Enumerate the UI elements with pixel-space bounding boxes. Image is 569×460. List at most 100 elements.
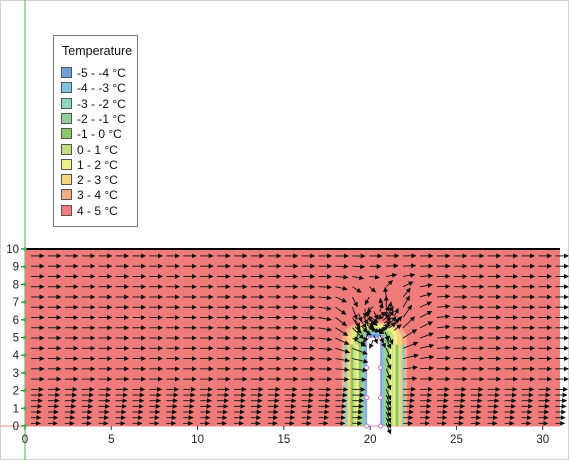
legend-item: 2 - 3 °C [61, 174, 118, 187]
velocity-arrow [403, 365, 418, 371]
legend-swatch [61, 174, 72, 186]
velocity-arrow [393, 307, 399, 317]
legend-swatch [61, 204, 72, 216]
velocity-arrow [351, 296, 358, 308]
velocity-arrow [335, 327, 349, 337]
velocity-arrow [389, 316, 397, 324]
velocity-arrow [436, 324, 451, 330]
y-axis-node [23, 406, 27, 411]
axes: 0 5 10 15 20 25 30 0 1 2 3 4 5 6 7 8 9 10 [6, 244, 560, 446]
legend-title: Temperature [62, 44, 133, 58]
legend-label: -2 - -1 °C [77, 111, 126, 126]
velocity-arrow [363, 333, 369, 343]
velocity-arrow [403, 272, 416, 278]
velocity-arrow [335, 274, 349, 280]
legend-swatch [61, 97, 72, 109]
velocity-arrow [402, 287, 411, 298]
velocity-arrow [436, 334, 451, 340]
obstacle-node [364, 423, 370, 429]
y-tick-label: 2 [13, 386, 19, 398]
velocity-arrow [385, 389, 392, 401]
legend-label: -1 - 0 °C [77, 127, 122, 142]
legend-item: 3 - 4 °C [61, 189, 118, 202]
velocity-arrow [419, 343, 435, 349]
velocity-arrow [403, 353, 419, 360]
velocity-arrow [367, 312, 372, 322]
velocity-arrow [335, 306, 347, 315]
x-tick-label: 20 [364, 434, 377, 446]
obstacle-node [378, 365, 384, 371]
velocity-arrow [373, 311, 379, 320]
velocity-arrow [354, 319, 361, 328]
velocity-arrow [385, 368, 392, 380]
velocity-arrow [363, 330, 372, 336]
legend-swatch [61, 158, 72, 170]
legend-label: 4 - 5 °C [77, 203, 118, 218]
velocity-arrow [354, 333, 360, 343]
velocity-arrow [436, 345, 451, 351]
domain-fill [25, 249, 560, 426]
velocity-arrow [318, 305, 332, 311]
velocity-arrow [402, 316, 416, 329]
legend-item: -5 - -4 °C [61, 67, 126, 80]
velocity-arrow [378, 297, 384, 308]
velocity-arrow [318, 316, 332, 322]
y-tick-label: 5 [13, 333, 19, 345]
velocity-arrow [335, 337, 350, 345]
y-axis-node [23, 300, 27, 304]
velocity-arrow [318, 284, 332, 290]
x-tick-label: 25 [450, 434, 463, 446]
velocity-arrow [419, 354, 435, 360]
velocity-arrow [373, 335, 378, 345]
velocity-vectors [31, 253, 569, 435]
y-tick-label: 1 [13, 403, 19, 415]
legend-item: -3 - -2 °C [61, 97, 126, 111]
temperature-field [25, 249, 560, 429]
y-axis-node [23, 282, 27, 287]
velocity-arrow [419, 301, 433, 308]
velocity-arrow [352, 275, 365, 281]
velocity-arrow [385, 348, 392, 360]
velocity-arrow [419, 332, 434, 339]
y-axis-node [23, 388, 27, 393]
velocity-arrow [335, 296, 347, 303]
legend-label: 0 - 1 °C [77, 142, 118, 157]
velocity-arrow [318, 295, 332, 301]
velocity-arrow [352, 264, 366, 270]
velocity-arrow [354, 326, 362, 334]
legend-item: 0 - 1 °C [61, 142, 118, 157]
legend-swatch [61, 82, 72, 94]
velocity-arrow [419, 292, 433, 298]
y-tick-label: 3 [13, 368, 19, 380]
y-axis-node [23, 318, 27, 322]
velocity-arrow [378, 302, 384, 313]
velocity-arrow [436, 314, 451, 320]
velocity-arrow [369, 274, 381, 280]
y-tick-label: 9 [13, 262, 19, 274]
velocity-arrow [393, 324, 402, 331]
velocity-arrow [370, 316, 379, 324]
x-tick-label: 15 [277, 434, 290, 446]
legend-item: -2 - -1 °C [61, 111, 126, 126]
velocity-arrow [362, 308, 368, 319]
velocity-arrow [335, 357, 350, 363]
velocity-arrow [420, 273, 434, 279]
velocity-arrow [366, 306, 374, 314]
y-axis-node [23, 264, 27, 269]
velocity-arrow [318, 356, 333, 362]
x-tick-label: 0 [22, 434, 28, 446]
velocity-arrow [385, 378, 392, 391]
velocity-arrow [402, 295, 410, 308]
velocity-arrow [436, 294, 451, 300]
velocity-arrow [382, 314, 391, 321]
velocity-arrow [335, 347, 351, 354]
legend-item: 4 - 5 °C [61, 203, 118, 218]
velocity-arrow [419, 310, 433, 318]
velocity-arrow [395, 315, 403, 324]
velocity-arrow [402, 341, 419, 349]
velocity-arrow [388, 310, 394, 319]
velocity-arrow [387, 301, 393, 311]
velocity-arrow [381, 339, 386, 349]
legend-item: 1 - 2 °C [61, 158, 118, 172]
x-tick-label: 5 [108, 434, 114, 446]
